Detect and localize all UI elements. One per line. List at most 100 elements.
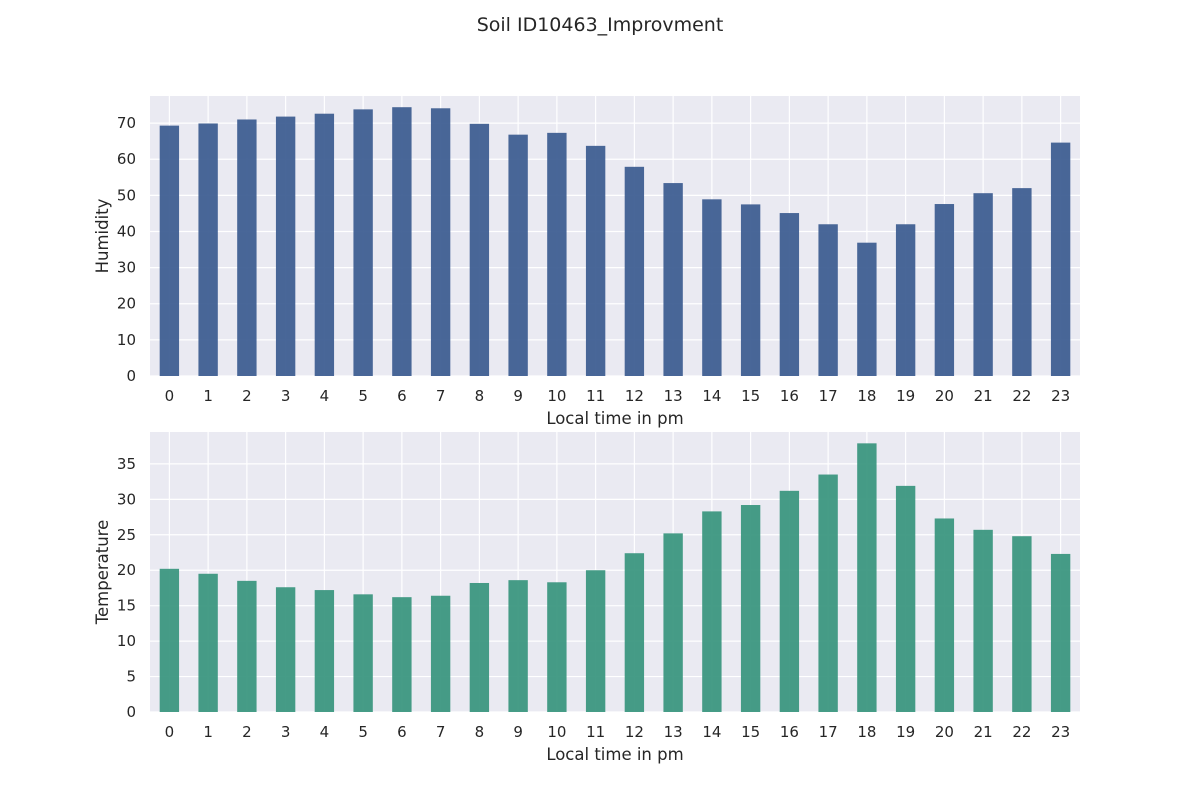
x-tick-label: 6	[397, 723, 407, 741]
x-tick-label: 20	[935, 723, 954, 741]
x-tick-label: 9	[513, 387, 523, 405]
y-tick-label: 15	[117, 597, 136, 615]
bar-11	[585, 570, 606, 712]
x-tick-label: 10	[547, 387, 566, 405]
x-tick-label: 6	[397, 387, 407, 405]
bar-5	[353, 109, 373, 377]
x-tick-label: 16	[780, 387, 799, 405]
x-tick-label: 11	[586, 723, 605, 741]
x-tick-label: 16	[780, 723, 799, 741]
bar-7	[430, 595, 451, 712]
bar-22	[1012, 188, 1032, 376]
bar-16	[779, 213, 800, 376]
bar-14	[702, 511, 722, 712]
x-tick-label: 17	[819, 387, 838, 405]
x-tick-label: 19	[896, 723, 915, 741]
x-tick-label: 10	[547, 723, 566, 741]
y-tick-label: 35	[117, 455, 136, 473]
x-tick-label: 14	[702, 387, 721, 405]
x-tick-label: 13	[664, 387, 683, 405]
x-tick-label: 7	[436, 723, 446, 741]
y-tick-label: 0	[126, 367, 136, 385]
x-tick-label: 12	[625, 387, 644, 405]
plot-area	[150, 432, 1080, 712]
y-tick-label: 25	[117, 526, 136, 544]
x-tick-label: 18	[857, 723, 876, 741]
bar-21	[973, 529, 993, 712]
bar-18	[857, 242, 877, 376]
y-tick-label: 50	[117, 186, 136, 204]
x-tick-label: 21	[974, 723, 993, 741]
bar-15	[740, 505, 761, 712]
x-tick-label: 4	[320, 723, 330, 741]
bar-21	[973, 193, 993, 376]
y-tick-label: 30	[117, 490, 136, 508]
x-tick-label: 12	[625, 723, 644, 741]
x-tick-label: 23	[1051, 723, 1070, 741]
bar-3	[275, 116, 296, 376]
bar-7	[430, 108, 451, 376]
bar-12	[624, 166, 645, 376]
x-tick-label: 0	[165, 387, 175, 405]
bar-14	[702, 199, 722, 376]
x-tick-label: 20	[935, 387, 954, 405]
bar-8	[469, 123, 490, 376]
bar-9	[508, 134, 528, 376]
x-tick-label: 9	[513, 723, 523, 741]
y-tick-label: 5	[126, 668, 136, 686]
bar-20	[934, 518, 955, 712]
x-tick-label: 15	[741, 387, 760, 405]
bar-15	[740, 204, 761, 376]
y-axis-label: Humidity	[93, 198, 112, 273]
x-tick-label: 1	[203, 723, 213, 741]
x-tick-label: 4	[320, 387, 330, 405]
x-tick-label: 17	[819, 723, 838, 741]
x-tick-label: 8	[475, 723, 485, 741]
x-tick-label: 5	[358, 723, 368, 741]
y-tick-label: 20	[117, 561, 136, 579]
x-tick-label: 2	[242, 723, 252, 741]
x-tick-label: 22	[1012, 723, 1031, 741]
bar-10	[547, 582, 567, 712]
bar-5	[353, 594, 373, 712]
bar-8	[469, 582, 490, 712]
bar-3	[275, 587, 296, 712]
y-tick-label: 60	[117, 150, 136, 168]
bar-2	[237, 580, 257, 712]
x-tick-label: 2	[242, 387, 252, 405]
x-tick-label: 8	[475, 387, 485, 405]
plot-area	[150, 96, 1080, 376]
bar-17	[818, 474, 838, 712]
figure-title: Soil ID10463_Improvment	[477, 14, 724, 36]
bar-0	[159, 568, 180, 712]
bar-4	[314, 113, 335, 377]
bar-19	[895, 224, 916, 376]
bar-10	[547, 132, 567, 376]
bar-16	[779, 490, 800, 712]
bar-23	[1050, 142, 1071, 376]
bar-20	[934, 204, 955, 376]
y-tick-label: 0	[126, 703, 136, 721]
x-tick-label: 22	[1012, 387, 1031, 405]
bar-6	[392, 107, 412, 376]
bar-11	[585, 145, 606, 376]
x-tick-label: 3	[281, 387, 291, 405]
bar-2	[237, 119, 257, 376]
bar-13	[663, 183, 683, 376]
x-tick-label: 5	[358, 387, 368, 405]
bar-9	[508, 580, 528, 712]
x-tick-label: 7	[436, 387, 446, 405]
y-tick-label: 70	[117, 114, 136, 132]
bar-4	[314, 590, 335, 712]
x-tick-label: 3	[281, 723, 291, 741]
x-tick-label: 23	[1051, 387, 1070, 405]
bar-18	[857, 443, 877, 712]
x-tick-label: 18	[857, 387, 876, 405]
x-tick-label: 0	[165, 723, 175, 741]
y-tick-label: 40	[117, 222, 136, 240]
x-tick-label: 14	[702, 723, 721, 741]
bar-1	[198, 573, 218, 712]
bar-23	[1050, 553, 1071, 712]
